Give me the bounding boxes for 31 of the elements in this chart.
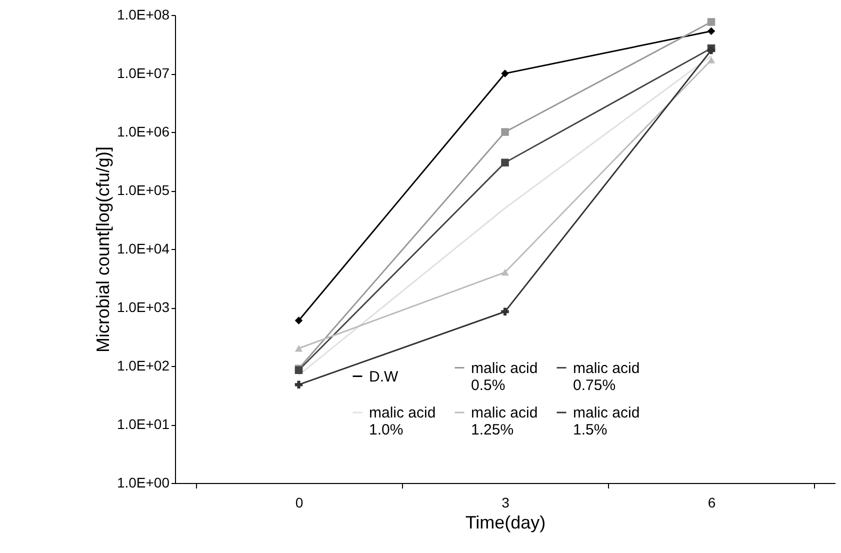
legend-label: malic acid 0.75% [573, 360, 640, 394]
legend-label: malic acid 1.0% [369, 404, 436, 438]
y-tick-label: 1.0E+05 [116, 182, 170, 198]
y-tick-label: 1.0E+08 [116, 6, 170, 22]
point [501, 70, 509, 78]
x-tick-label: 6 [708, 494, 716, 510]
legend-label: D.W [369, 368, 399, 386]
y-tick-label: 1.0E+00 [116, 474, 170, 490]
point [294, 345, 303, 352]
legend-label: malic acid 1.5% [573, 404, 640, 438]
y-tick-label: 1.0E+01 [116, 416, 170, 432]
point [501, 158, 509, 166]
y-axis-title: Microbial count[log(cfu/g)] [92, 146, 113, 353]
x-tick-label: 0 [295, 494, 304, 510]
point [707, 27, 716, 36]
point [501, 128, 509, 136]
point [294, 380, 303, 389]
legend-label: malic acid 1.25% [471, 404, 538, 438]
point [707, 56, 716, 64]
y-tick-label: 1.0E+06 [116, 124, 170, 140]
point [294, 316, 303, 324]
point [501, 268, 509, 276]
point [707, 18, 716, 26]
y-tick-label: 1.0E+02 [116, 358, 170, 374]
legend-label: malic acid 0.5% [471, 360, 538, 394]
x-tick-label: 3 [502, 494, 510, 510]
y-tick-label: 1.0E+07 [116, 65, 170, 81]
x-axis-title: Time(day) [465, 512, 546, 532]
point [501, 308, 509, 316]
y-tick-label: 1.0E+04 [116, 240, 170, 256]
y-tick-label: 1.0E+03 [116, 299, 170, 315]
